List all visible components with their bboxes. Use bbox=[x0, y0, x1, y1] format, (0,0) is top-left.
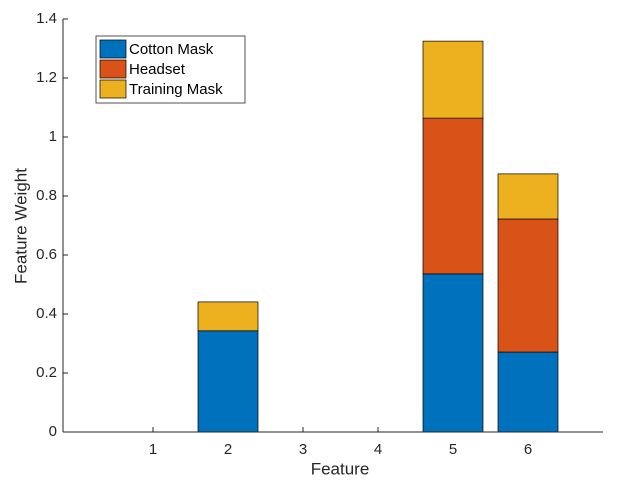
y-tick-label: 1 bbox=[49, 128, 57, 145]
legend-label: Training Mask bbox=[129, 81, 223, 98]
bar-segment bbox=[422, 117, 484, 275]
y-tick-label: 0.2 bbox=[36, 364, 57, 381]
y-axis-title: Feature Weight bbox=[11, 168, 30, 284]
y-tick-label: 1.2 bbox=[36, 69, 57, 86]
y-tick-label: 0.8 bbox=[36, 187, 57, 204]
x-tick-label: 3 bbox=[299, 441, 307, 458]
legend-swatch bbox=[99, 59, 127, 79]
legend-label: Cotton Mask bbox=[129, 41, 214, 58]
bar-segment bbox=[497, 218, 559, 353]
bar-segment bbox=[422, 273, 484, 433]
x-tick-label: 2 bbox=[224, 441, 232, 458]
x-axis-title: Feature bbox=[311, 459, 370, 478]
bar-segment bbox=[497, 351, 559, 433]
y-tick-label: 0.6 bbox=[36, 246, 57, 263]
legend-swatch bbox=[99, 39, 127, 59]
legend-label: Headset bbox=[129, 61, 186, 78]
y-tick-label: 0.4 bbox=[36, 305, 57, 322]
x-tick-label: 5 bbox=[449, 441, 457, 458]
bar-segment bbox=[197, 330, 259, 433]
y-tick-label: 0 bbox=[49, 423, 57, 440]
legend-swatch bbox=[99, 79, 127, 99]
x-tick-label: 6 bbox=[524, 441, 532, 458]
y-tick-label: 1.4 bbox=[36, 10, 57, 27]
bar-segment bbox=[422, 40, 484, 119]
x-tick-label: 1 bbox=[149, 441, 157, 458]
bar-segment bbox=[497, 173, 559, 220]
x-tick-label: 4 bbox=[374, 441, 382, 458]
bar-segment bbox=[197, 301, 259, 332]
